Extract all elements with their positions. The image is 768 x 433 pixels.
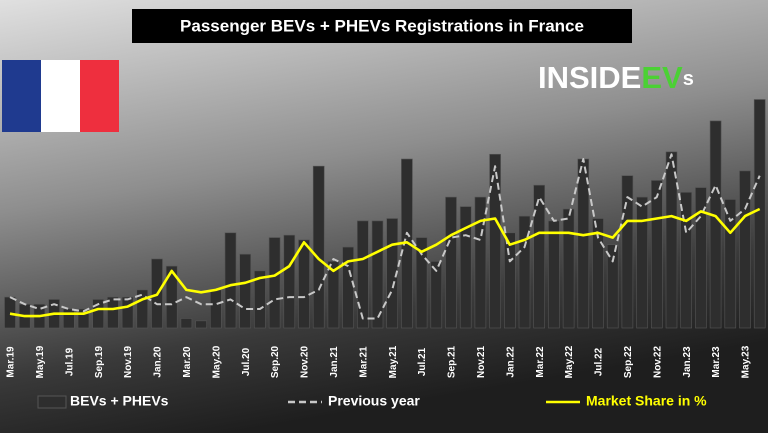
bar: [621, 175, 634, 329]
bar: [312, 165, 325, 329]
x-tick-label: Sep.20: [270, 345, 281, 378]
x-tick-label: Jan.20: [153, 346, 164, 378]
bar: [695, 187, 707, 329]
x-tick-label: Mar.20: [182, 346, 193, 378]
bar: [415, 237, 428, 329]
legend-label: BEVs + PHEVs: [70, 393, 169, 409]
x-tick-label: Jan.21: [329, 346, 340, 378]
x-tick-label: Jan.22: [505, 346, 516, 378]
x-tick-label: Mar.22: [535, 346, 546, 378]
bar: [680, 192, 693, 329]
bar: [283, 234, 296, 329]
bar: [459, 206, 472, 329]
x-tick-label: Mar.19: [6, 346, 17, 378]
bar: [606, 244, 619, 329]
bar: [62, 308, 75, 329]
bar: [224, 232, 237, 329]
bar: [342, 246, 354, 329]
bar: [4, 296, 16, 329]
bar: [753, 99, 766, 329]
bar: [327, 261, 340, 329]
x-tick-label: May.22: [564, 345, 575, 378]
flag: [2, 60, 119, 132]
bar: [430, 261, 443, 329]
bar: [121, 296, 134, 329]
x-tick-label: Nov.20: [300, 346, 311, 378]
bar: [254, 270, 266, 329]
legend: BEVs + PHEVs Previous year Market Share in…: [37, 393, 707, 409]
bar: [195, 320, 207, 329]
x-tick-label: May.19: [35, 345, 46, 378]
bar: [548, 220, 560, 329]
bar: [724, 199, 737, 329]
flag-white: [41, 60, 80, 132]
bar: [77, 308, 90, 329]
x-tick-label: Mar.23: [711, 346, 722, 378]
legend-label: Previous year: [328, 393, 420, 409]
chart-title: Passenger BEVs + PHEVs Registrations in …: [180, 16, 584, 35]
x-tick-label: Sep.22: [623, 345, 634, 378]
x-tick-label: May.20: [211, 345, 222, 378]
bar: [371, 220, 384, 329]
bar: [503, 232, 516, 329]
bar: [489, 153, 501, 329]
legend-swatch: [37, 395, 67, 409]
logo-part: INSIDE: [538, 60, 641, 95]
x-tick-label: May.23: [741, 345, 752, 378]
x-tick-label: Sep.21: [447, 345, 458, 378]
bar: [356, 220, 369, 329]
title-box: [132, 9, 632, 43]
x-tick-label: Jul.21: [417, 347, 428, 376]
bar: [165, 265, 178, 329]
bar: [650, 180, 663, 329]
bar: [533, 184, 546, 329]
bar: [592, 218, 604, 329]
line: [9, 207, 761, 318]
x-tick-label: Jul.22: [594, 347, 605, 376]
x-tick-label: Jul.19: [64, 347, 75, 376]
bar: [268, 237, 281, 329]
bar: [107, 296, 119, 329]
bar: [386, 218, 399, 329]
x-tick-label: Nov.19: [123, 346, 134, 378]
x-tick-label: Nov.22: [652, 346, 663, 378]
x-tick-label: Jan.23: [682, 346, 693, 378]
bar: [474, 196, 487, 329]
bar: [136, 289, 149, 329]
legend-label: Market Share in %: [586, 393, 707, 409]
logo-part: s: [683, 68, 694, 90]
bar: [92, 299, 104, 329]
x-tick-label: Nov.21: [476, 346, 487, 378]
x-tick-label: Mar.21: [358, 346, 369, 378]
bar: [636, 196, 648, 329]
bar: [239, 253, 251, 329]
bar: [298, 239, 310, 329]
x-tick-label: Jul.20: [241, 347, 252, 376]
plot: Mar.19 May.19 Jul.19 Sep.19 Nov.19 Jan.20 Mar.…: [4, 99, 766, 378]
x-tick-label: Sep.19: [94, 345, 105, 378]
logo: INSIDEEVs: [538, 60, 694, 95]
logo-part: EV: [641, 60, 683, 95]
bar: [445, 196, 457, 329]
bar: [709, 120, 722, 329]
bar: [180, 318, 193, 329]
bar: [665, 151, 678, 329]
flag-blue: [2, 60, 41, 132]
bar: [739, 170, 751, 329]
line: [9, 153, 761, 320]
flag-red: [80, 60, 119, 132]
bar: [518, 215, 531, 329]
x-tick-label: May.21: [388, 345, 399, 378]
bar: [562, 208, 575, 329]
bar: [210, 289, 222, 329]
